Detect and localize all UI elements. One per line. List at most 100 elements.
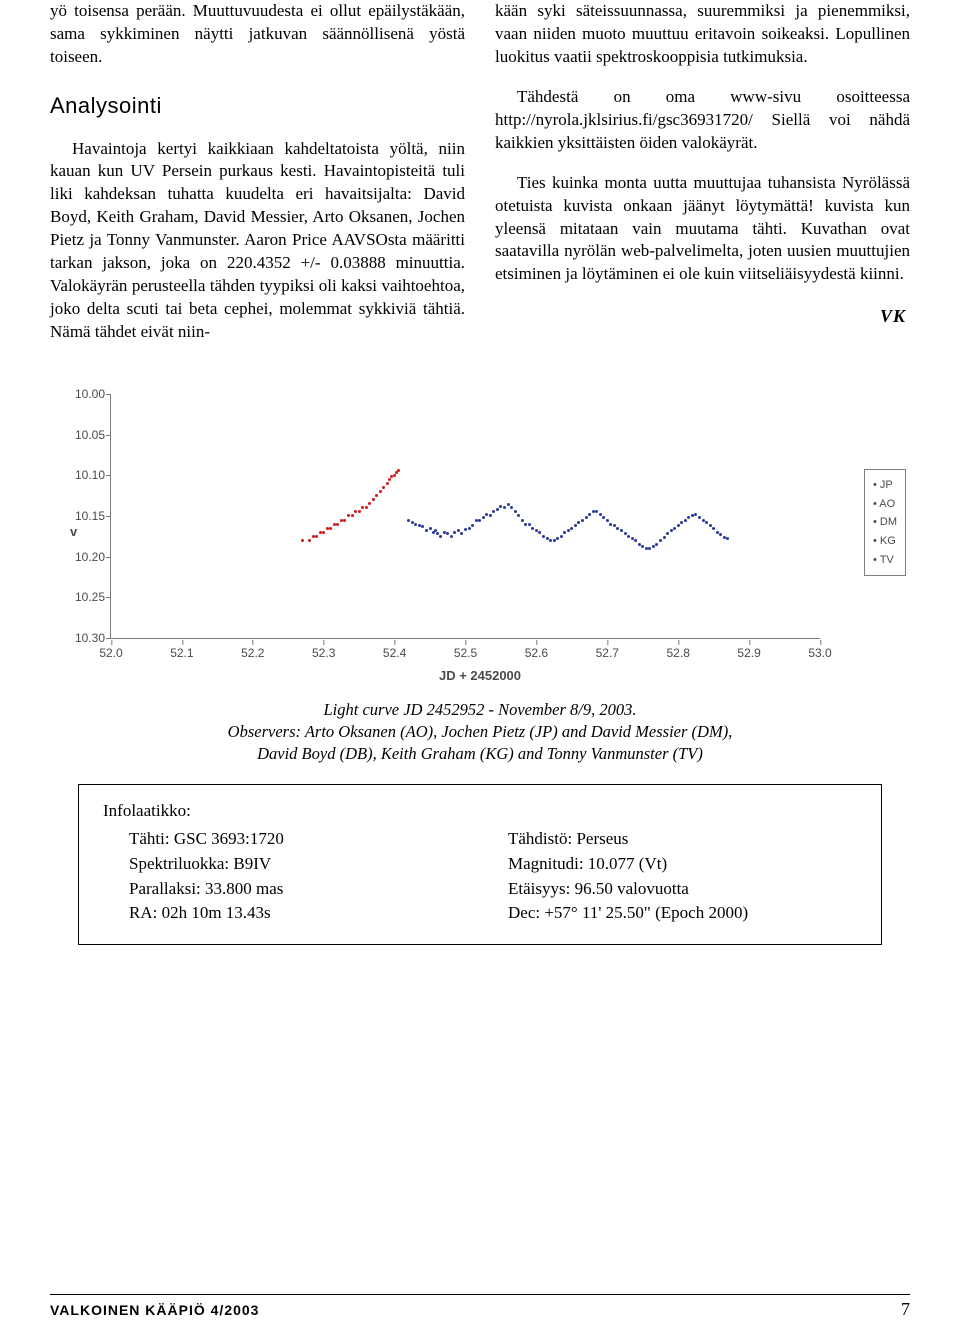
data-point — [577, 521, 580, 524]
xtick: 52.7 — [596, 646, 619, 660]
data-point — [528, 523, 531, 526]
info-box: Infolaatikko: Tähti: GSC 3693:1720Spektr… — [78, 784, 882, 945]
ytick: 10.10 — [55, 468, 105, 482]
info-row: Tähti: GSC 3693:1720 — [129, 827, 478, 852]
data-point — [489, 514, 492, 517]
body-text: Tähdestä on oma www-sivu osoitteessa htt… — [495, 86, 910, 155]
info-row: RA: 02h 10m 13.43s — [129, 901, 478, 926]
data-point — [499, 505, 502, 508]
data-point — [588, 513, 591, 516]
data-point — [638, 543, 641, 546]
data-point — [726, 537, 729, 540]
data-point — [684, 519, 687, 522]
data-point — [691, 514, 694, 517]
data-point — [382, 486, 385, 489]
data-point — [609, 523, 612, 526]
data-point — [365, 506, 368, 509]
data-point — [375, 494, 378, 497]
data-point — [492, 510, 495, 513]
data-point — [712, 527, 715, 530]
info-row: Tähdistö: Perseus — [508, 827, 857, 852]
xtick: 52.3 — [312, 646, 335, 660]
legend-item: • TV — [873, 551, 897, 570]
data-point — [372, 498, 375, 501]
data-point — [616, 527, 619, 530]
ytick: 10.30 — [55, 631, 105, 645]
data-point — [687, 516, 690, 519]
data-point — [694, 513, 697, 516]
author-signature: VK — [495, 304, 906, 328]
data-point — [308, 539, 311, 542]
light-curve-chart: v 10.0010.0510.1010.1510.2010.2510.3052.… — [50, 389, 910, 689]
data-point — [386, 482, 389, 485]
data-point — [521, 519, 524, 522]
data-point — [478, 519, 481, 522]
xtick: 52.5 — [454, 646, 477, 660]
data-point — [542, 535, 545, 538]
data-point — [631, 537, 634, 540]
data-point — [329, 527, 332, 530]
legend-item: • KG — [873, 532, 897, 551]
info-row: Etäisyys: 96.50 valovuotta — [508, 877, 857, 902]
data-point — [570, 527, 573, 530]
data-point — [606, 519, 609, 522]
data-point — [453, 531, 456, 534]
chart-xlabel: JD + 2452000 — [439, 668, 521, 683]
data-point — [680, 521, 683, 524]
ytick: 10.00 — [55, 387, 105, 401]
data-point — [464, 528, 467, 531]
body-text: Havaintoja kertyi kaikkiaan kahdeltatois… — [50, 138, 465, 344]
data-point — [450, 535, 453, 538]
data-point — [524, 523, 527, 526]
data-point — [560, 535, 563, 538]
data-point — [624, 532, 627, 535]
info-row: Dec: +57° 11' 25.50" (Epoch 2000) — [508, 901, 857, 926]
data-point — [648, 547, 651, 550]
data-point — [368, 502, 371, 505]
data-point — [705, 521, 708, 524]
data-point — [563, 531, 566, 534]
data-point — [517, 514, 520, 517]
data-point — [351, 514, 354, 517]
data-point — [446, 532, 449, 535]
data-point — [634, 539, 637, 542]
data-point — [457, 529, 460, 532]
data-point — [599, 513, 602, 516]
chart-ylabel: v — [70, 524, 77, 539]
data-point — [485, 513, 488, 516]
data-point — [436, 532, 439, 535]
data-point — [379, 490, 382, 493]
xtick: 53.0 — [808, 646, 831, 660]
data-point — [343, 519, 346, 522]
xtick: 52.9 — [737, 646, 760, 660]
data-point — [388, 478, 391, 481]
info-row: Spektriluokka: B9IV — [129, 852, 478, 877]
xtick: 52.4 — [383, 646, 406, 660]
data-point — [595, 510, 598, 513]
data-point — [553, 539, 556, 542]
xtick: 52.8 — [667, 646, 690, 660]
data-point — [592, 510, 595, 513]
data-point — [326, 527, 329, 530]
data-point — [716, 531, 719, 534]
data-point — [581, 519, 584, 522]
ytick: 10.05 — [55, 428, 105, 442]
xtick: 52.6 — [525, 646, 548, 660]
ytick: 10.20 — [55, 550, 105, 564]
data-point — [301, 539, 304, 542]
data-point — [460, 532, 463, 535]
data-point — [627, 535, 630, 538]
xtick: 52.0 — [99, 646, 122, 660]
data-point — [556, 537, 559, 540]
data-point — [319, 531, 322, 534]
data-point — [361, 506, 364, 509]
section-heading: Analysointi — [50, 91, 465, 121]
data-point — [439, 535, 442, 538]
data-point — [652, 545, 655, 548]
data-point — [659, 539, 662, 542]
body-text: yö toisensa perään. Muuttuvuudesta ei ol… — [50, 0, 465, 69]
data-point — [719, 533, 722, 536]
data-point — [421, 525, 424, 528]
data-point — [471, 524, 474, 527]
data-point — [613, 524, 616, 527]
